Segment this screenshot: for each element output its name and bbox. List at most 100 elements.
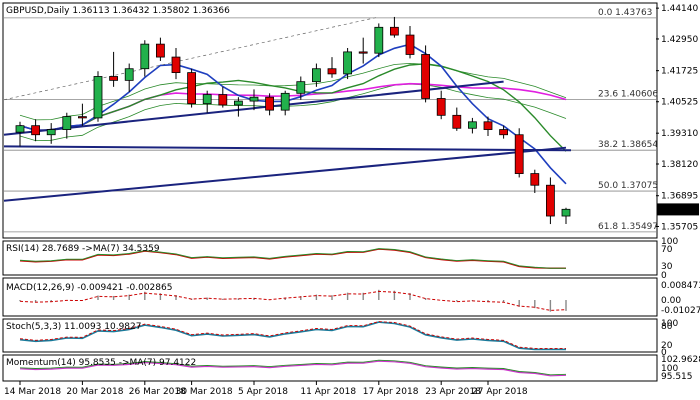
price-tick-label: 1.41725 xyxy=(661,67,698,77)
candle-body xyxy=(171,56,181,74)
indicator-scale-label: 0 xyxy=(661,348,667,358)
candle-body xyxy=(452,114,462,129)
momentum-label: Momentum(14) 95.8535 ->MA(7) 97.4122 xyxy=(6,358,196,368)
price-tick-label: 1.40525 xyxy=(661,98,698,108)
candle-body xyxy=(78,116,87,119)
candle-body xyxy=(15,125,25,133)
rsi-panel[interactable] xyxy=(2,240,658,276)
price-tick-label: 1.38120 xyxy=(661,160,698,170)
candle-body xyxy=(280,92,290,111)
axis-layer: 1.44140 1.42950 1.41725 1.40525 1.39310 1.381… xyxy=(4,4,700,397)
candle-body xyxy=(467,121,477,129)
price-tick-label: 1.35705 xyxy=(661,223,698,233)
candle-body xyxy=(546,184,555,217)
date-tick-label: 26 Mar 2018 xyxy=(129,387,186,397)
stoch-main-line xyxy=(19,321,566,351)
indicator-scale-label: 100 xyxy=(661,319,678,329)
indicator-scale-label: 100 xyxy=(661,364,678,374)
candle-body xyxy=(233,100,243,106)
candle-body xyxy=(483,121,493,130)
macd-label: MACD(12,26,9) -0.009421 -0.002865 xyxy=(6,283,172,293)
indicator-scale-label: 100 xyxy=(661,237,678,247)
stoch-signal-line xyxy=(19,321,566,349)
candle-body xyxy=(561,208,571,217)
price-tick-label: 1.36895 xyxy=(661,192,698,202)
candle-body xyxy=(202,94,212,105)
rsi-label: RSI(14) 28.7689 ->MA(7) 34.5359 xyxy=(6,244,160,254)
stoch-panel[interactable] xyxy=(2,318,658,353)
price-tick-label: 1.42950 xyxy=(661,35,698,45)
candle-body xyxy=(109,76,118,81)
momentum-line xyxy=(19,360,567,377)
candle-body xyxy=(93,76,103,119)
candle-body xyxy=(436,98,446,116)
bollinger-upper-line xyxy=(19,62,567,121)
ma-green-line xyxy=(19,63,567,152)
ohlc-high: 1.36432 xyxy=(112,6,149,16)
current-price-label: 1.36366 xyxy=(661,205,698,215)
fib-level-label: 23.6 1.40606 xyxy=(598,90,658,100)
candle-body xyxy=(218,94,228,106)
candle-body xyxy=(296,81,306,94)
candle-body xyxy=(155,43,165,58)
date-tick-label: 5 Apr 2018 xyxy=(238,387,288,397)
indicator-scale-label: 80 xyxy=(661,322,673,332)
date-tick-label: 30 Mar 2018 xyxy=(176,387,233,397)
timeframe-label: Daily xyxy=(47,6,70,16)
indicator-scale-label: 70 xyxy=(661,245,673,255)
stoch-label: Stoch(5,3,3) 11.0093 10.9827 xyxy=(6,322,141,332)
candle-body xyxy=(311,68,321,83)
ma-blue-line xyxy=(19,43,567,185)
date-tick-label: 23 Apr 2018 xyxy=(425,387,481,397)
instrument-label: GBPUSD xyxy=(6,6,44,16)
candle-body xyxy=(62,116,72,130)
indicator-scale-label: 95.515 xyxy=(661,372,693,382)
price-tick-label: 1.39310 xyxy=(661,129,698,139)
candle-body xyxy=(374,26,384,54)
indicator-scale-label: -0.010273 xyxy=(661,306,700,316)
candle-body xyxy=(265,96,275,111)
indicator-scale-label: 0 xyxy=(661,271,667,281)
candle-body xyxy=(514,134,524,174)
indicator-scale-label: 0.008473 xyxy=(661,281,700,291)
date-tick-label: 20 Mar 2018 xyxy=(66,387,123,397)
rsi-ma-line xyxy=(19,248,566,269)
indicator-scale-label: 20 xyxy=(661,341,673,351)
candle-body xyxy=(140,43,150,70)
candle-body xyxy=(31,125,41,136)
chart-header: GBPUSD,Daily 1.36113 1.36432 1.35802 1.3… xyxy=(6,6,230,16)
current-price-tag xyxy=(657,203,699,216)
candle-body xyxy=(421,54,431,99)
candle-body xyxy=(187,72,197,105)
date-tick-label: 27 Apr 2018 xyxy=(472,387,528,397)
date-tick-label: 14 Mar 2018 xyxy=(4,387,61,397)
fib-level-label: 38.2 1.38654 xyxy=(598,140,658,150)
momentum-ma-line xyxy=(19,359,567,376)
candle-body xyxy=(327,68,337,75)
dashed-trend-line xyxy=(3,16,379,101)
fib-level-label: 0.0 1.43763 xyxy=(598,8,652,18)
indicator-scale-label: 102.9628 xyxy=(661,355,700,365)
candle-body xyxy=(343,51,353,75)
main-chart-panel[interactable] xyxy=(2,2,658,239)
candle-body xyxy=(46,129,56,136)
candle-body xyxy=(389,26,399,36)
trendline-rising xyxy=(3,146,567,202)
main-chart-layer: 0.0 1.43763 23.6 1.40606 38.2 1.38654 50.0 … xyxy=(3,8,658,233)
date-tick-label: 17 Apr 2018 xyxy=(363,387,419,397)
indicator-scale-label: 0.00 xyxy=(661,296,681,306)
candle-body xyxy=(405,34,415,55)
ohlc-open: 1.36113 xyxy=(72,6,109,16)
candle-body xyxy=(249,96,259,102)
candle-body xyxy=(499,129,509,136)
ohlc-low: 1.35802 xyxy=(153,6,190,16)
ohlc-close: 1.36366 xyxy=(193,6,230,16)
momentum-panel[interactable] xyxy=(2,354,658,382)
date-tick-label: 11 Apr 2018 xyxy=(300,387,356,397)
indicator-scale-label: 30 xyxy=(661,262,673,272)
indicator-layer xyxy=(19,248,567,377)
macd-signal-line xyxy=(19,290,567,311)
candle-body xyxy=(530,173,540,186)
trendline-lower xyxy=(3,145,572,152)
